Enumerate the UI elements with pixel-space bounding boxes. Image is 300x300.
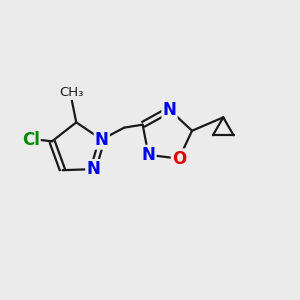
Text: N: N [142,146,155,164]
Text: N: N [95,130,109,148]
Text: N: N [86,160,100,178]
Text: N: N [163,101,176,119]
Text: O: O [172,150,186,168]
Text: Cl: Cl [22,131,40,149]
Text: CH₃: CH₃ [60,86,84,99]
